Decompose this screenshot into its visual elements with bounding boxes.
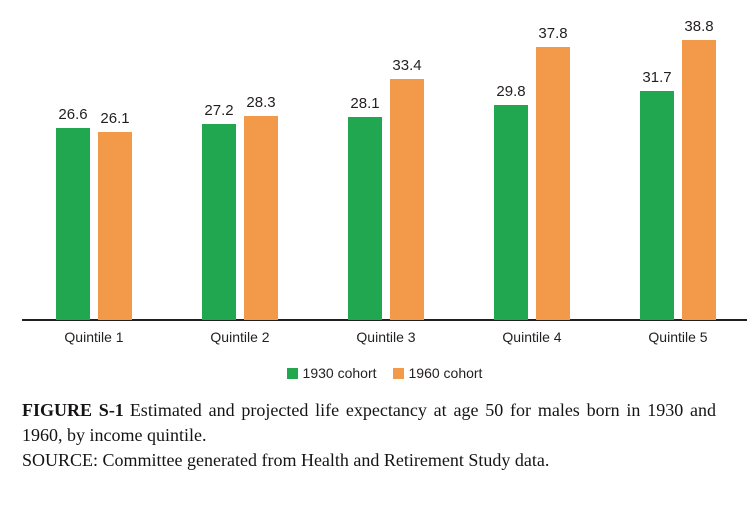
bar-1930-cohort-quintile-1 [56, 128, 90, 320]
legend: 1930 cohort 1960 cohort [22, 365, 747, 381]
bar-1930-cohort-quintile-3 [348, 117, 382, 320]
value-label-1930-cohort-quintile-3: 28.1 [350, 95, 380, 112]
bar-1930-cohort-quintile-4 [494, 105, 528, 320]
value-label-1930-cohort-quintile-4: 29.8 [496, 83, 526, 100]
x-axis-line [22, 319, 747, 321]
legend-label-1960: 1960 cohort [408, 365, 483, 381]
figure-caption-text: Estimated and projected life expectancy … [22, 400, 716, 445]
figure-label: FIGURE S-1 [22, 400, 124, 420]
x-axis-label-quintile-3: Quintile 3 [356, 329, 416, 345]
x-axis-label-quintile-2: Quintile 2 [210, 329, 270, 345]
legend-label-1930: 1930 cohort [302, 365, 377, 381]
value-label-1960-cohort-quintile-1: 26.1 [100, 110, 130, 127]
figure-caption-line: FIGURE S-1 Estimated and projected life e… [22, 398, 716, 448]
bar-1930-cohort-quintile-2 [202, 124, 236, 320]
value-label-1930-cohort-quintile-2: 27.2 [204, 102, 234, 119]
x-axis-label-quintile-4: Quintile 4 [502, 329, 562, 345]
value-label-1930-cohort-quintile-1: 26.6 [58, 106, 88, 123]
legend-swatch-1960-icon [392, 367, 404, 379]
bar-1960-cohort-quintile-4 [536, 47, 570, 320]
value-label-1960-cohort-quintile-2: 28.3 [246, 94, 276, 111]
bar-1960-cohort-quintile-2 [244, 116, 278, 320]
bar-chart-plot-area: 26.6 27.2 28.1 29.8 31.7 26.1 28.3 33.4 37.8 38.8… [22, 18, 747, 345]
bar-1930-cohort-quintile-5 [640, 91, 674, 320]
bar-1960-cohort-quintile-5 [682, 40, 716, 320]
legend-swatch-1930-icon [286, 367, 298, 379]
legend-item-1930-cohort: 1930 cohort [286, 365, 377, 381]
x-axis-label-quintile-5: Quintile 5 [648, 329, 708, 345]
bar-1960-cohort-quintile-3 [390, 79, 424, 320]
bar-1960-cohort-quintile-1 [98, 132, 132, 320]
legend-item-1960-cohort: 1960 cohort [392, 365, 483, 381]
value-label-1960-cohort-quintile-4: 37.8 [538, 25, 568, 42]
x-axis-label-quintile-1: Quintile 1 [64, 329, 124, 345]
value-label-1930-cohort-quintile-5: 31.7 [642, 69, 672, 86]
value-label-1960-cohort-quintile-3: 33.4 [392, 57, 422, 74]
figure-caption: FIGURE S-1 Estimated and projected life e… [22, 398, 716, 473]
source-line: SOURCE: Committee generated from Health … [22, 450, 550, 470]
value-label-1960-cohort-quintile-5: 38.8 [684, 18, 714, 35]
